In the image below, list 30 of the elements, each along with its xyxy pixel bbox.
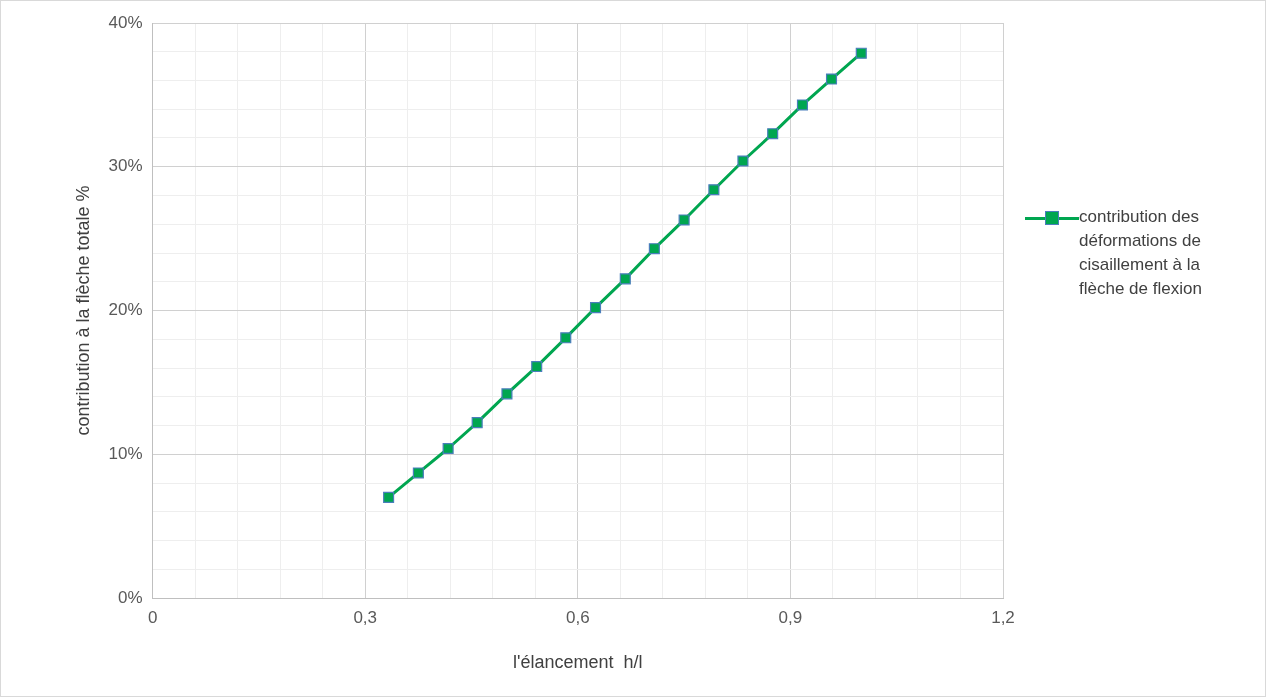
legend-label: contribution des déformations de cisaillement à la flèche de flexion <box>1079 206 1203 300</box>
point <box>855 47 867 59</box>
point <box>471 417 483 429</box>
x-tick-label: 1,2 <box>991 607 1015 627</box>
point <box>383 491 395 503</box>
y-tick-label: 30% <box>108 156 143 176</box>
x-tick-label: 0,9 <box>778 607 803 627</box>
point <box>531 361 543 373</box>
y-tick-label: 40% <box>108 12 143 32</box>
x-tick-label: 0 <box>147 607 158 627</box>
y-axis-title: contribution à la flèche totale % <box>72 185 93 436</box>
point <box>589 302 602 314</box>
point <box>767 128 779 140</box>
x-axis-title: l'élancement h/l <box>513 652 643 673</box>
y-tick-label: 10% <box>108 443 143 463</box>
point <box>796 99 808 111</box>
point <box>560 332 572 344</box>
point <box>619 273 631 285</box>
point <box>501 388 513 400</box>
point <box>825 73 838 85</box>
point <box>737 155 749 167</box>
point <box>648 243 660 255</box>
point <box>442 442 454 455</box>
y-tick-label: 20% <box>108 300 143 320</box>
y-tick-label: 0% <box>118 587 143 607</box>
x-tick-label: 0,6 <box>565 607 590 627</box>
point <box>678 214 690 226</box>
point <box>708 184 720 196</box>
point <box>412 467 424 479</box>
x-tick-label: 0,3 <box>353 607 378 627</box>
